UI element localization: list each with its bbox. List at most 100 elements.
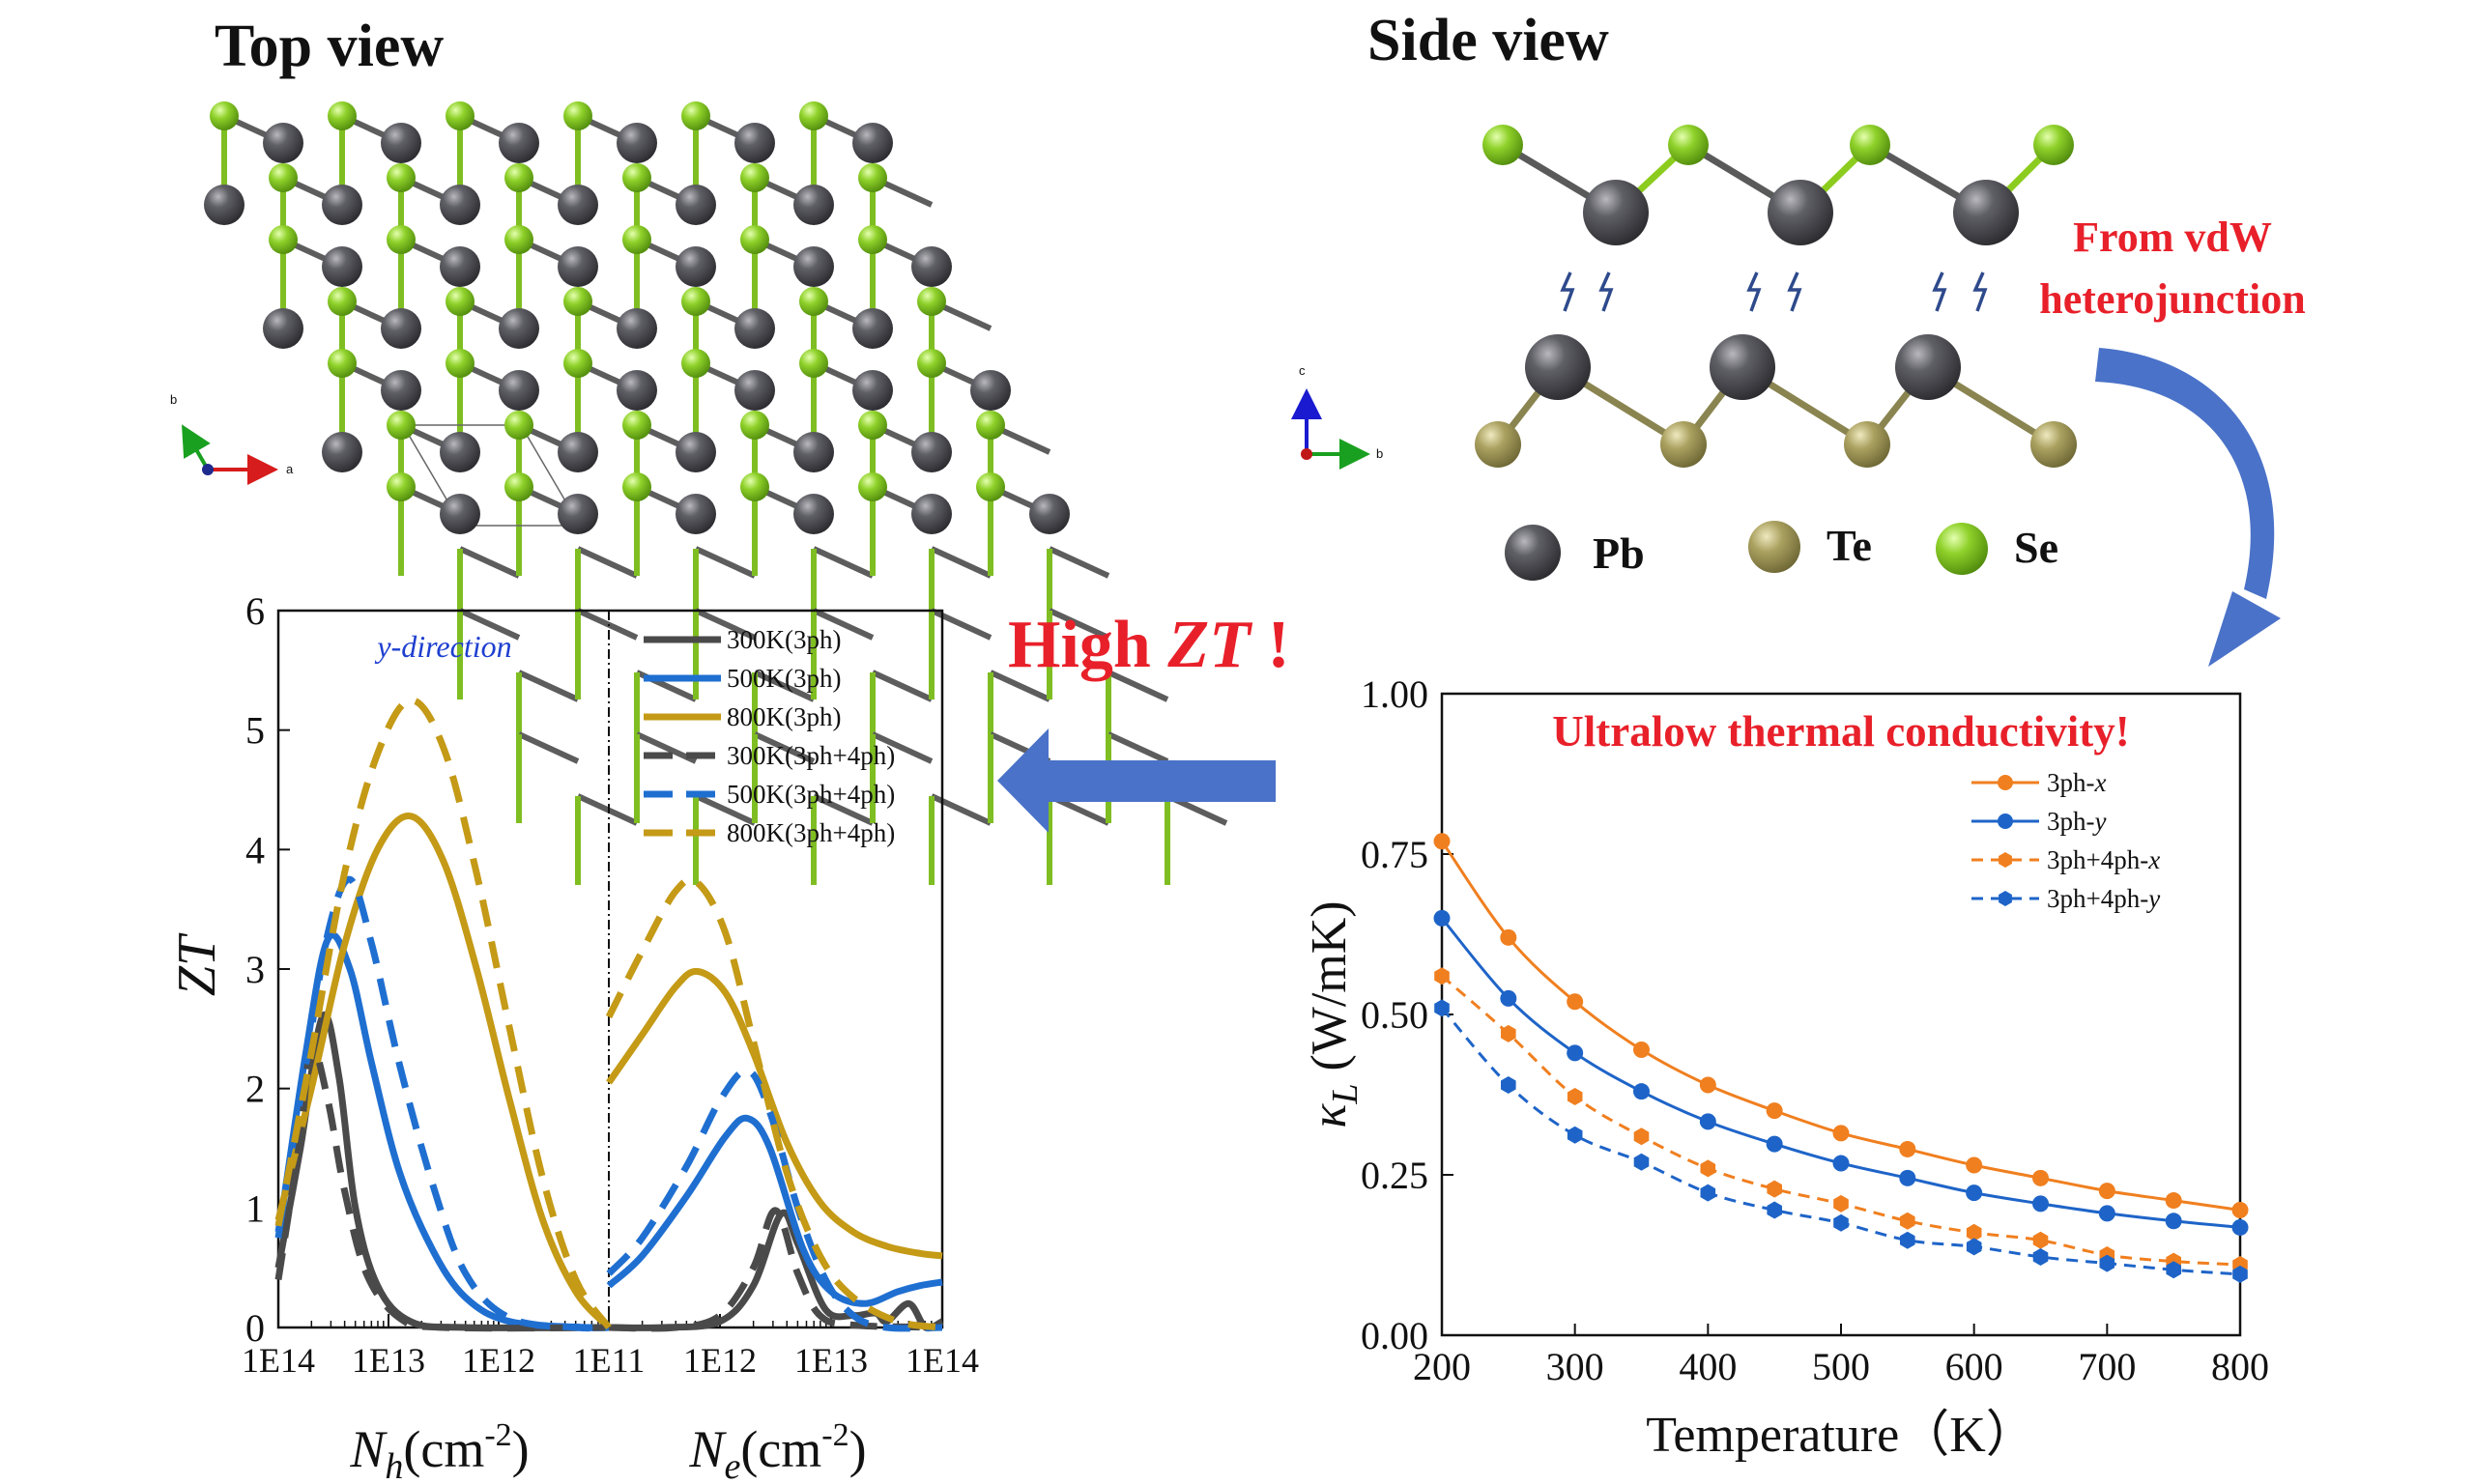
zt-legend-label: 500K(3ph)	[727, 664, 841, 693]
kappa-point	[1500, 989, 1517, 1007]
pb-atom	[558, 246, 598, 287]
zt-ytick-label: 0	[245, 1306, 265, 1350]
kappa-point	[1700, 1159, 1716, 1178]
kappa-legend: 3ph-x 3ph-y 3ph+4ph-x 3ph+4ph-y	[1971, 768, 2160, 913]
kappa-point	[2231, 1202, 2249, 1219]
zt-series-electron-line	[606, 1114, 943, 1307]
se-atom	[328, 287, 357, 316]
zt-chart: 0 1 2 3 4 5 6 1E14 1E13 1E12 1E11 1E12 1E13 1E14 y-dir…	[167, 589, 979, 1484]
pb-atom	[1768, 180, 1833, 245]
se-atom	[563, 349, 592, 378]
se-atom	[799, 287, 828, 316]
zt-series-hole-line	[274, 1011, 610, 1331]
legend-se: Se	[2014, 523, 2058, 572]
kappa-point	[1433, 909, 1451, 927]
pb-atom	[558, 494, 598, 534]
kappa-point	[2032, 1231, 2049, 1249]
te-atom	[1844, 421, 1890, 468]
vdw-interaction-icon	[1972, 271, 1988, 312]
se-atom	[622, 225, 651, 254]
se-atom	[858, 225, 887, 254]
kappa-point	[1500, 928, 1517, 946]
te-atom-icon	[1748, 521, 1800, 573]
vdw-interaction-icon	[1932, 271, 1947, 312]
pb-atom	[263, 308, 303, 349]
pb-atom	[322, 432, 362, 472]
kappa-xtick-label: 700	[2078, 1345, 2136, 1388]
se-atom	[799, 101, 828, 130]
pb-atom	[617, 370, 657, 411]
se-atom	[387, 411, 416, 440]
zt-xtick-label: 1E12	[683, 1341, 757, 1380]
se-atom	[976, 411, 1005, 440]
high-zt-label: High ZT !	[1008, 608, 1290, 682]
pb-atom	[970, 370, 1011, 411]
se-atom	[858, 163, 887, 192]
kappa-point	[2165, 1213, 2182, 1230]
se-atom	[563, 287, 592, 316]
pb-atom	[1029, 494, 1070, 534]
se-atom	[269, 225, 298, 254]
kappa-ylabel: κL (W/mK)	[1302, 900, 1366, 1127]
pb-atom	[381, 308, 421, 349]
se-atom	[504, 472, 533, 501]
zt-xtick-label: 1E11	[573, 1341, 646, 1380]
zt-ytick-label: 1	[245, 1186, 265, 1230]
pb-atom	[617, 123, 657, 163]
se-atom	[622, 411, 651, 440]
kappa-ytick-label: 0.00	[1361, 1314, 1428, 1357]
kappa-point	[1900, 1212, 1915, 1230]
pb-atom	[381, 370, 421, 411]
left-arrow-icon	[997, 728, 1276, 833]
kappa-legend-marker	[1999, 852, 2012, 868]
se-atom	[1668, 125, 1709, 165]
zt-ytick-label: 6	[245, 589, 265, 633]
kappa-xtick-label: 600	[1945, 1345, 2003, 1388]
kappa-point	[1699, 1113, 1716, 1130]
kappa-point	[1767, 1201, 1782, 1219]
zt-legend-label: 800K(3ph)	[727, 702, 841, 731]
kappa-point	[1567, 1126, 1583, 1144]
kappa-point	[1966, 1223, 1982, 1241]
zt-xlabel: Ne(cm-2)	[688, 1417, 866, 1484]
pb-atom	[852, 370, 893, 411]
kappa-point	[1700, 1184, 1716, 1202]
vdw-interaction-icon	[1787, 271, 1802, 312]
se-atom	[387, 225, 416, 254]
se-atom	[858, 472, 887, 501]
zt-series-hole-line	[274, 875, 610, 1332]
vdw-interaction-icon	[1598, 271, 1614, 312]
zt-plot-frame	[276, 609, 944, 1329]
se-atom	[622, 163, 651, 192]
kappa-point	[1833, 1194, 1849, 1213]
side-view-structure	[1475, 125, 2077, 468]
pb-atom	[676, 432, 716, 472]
kappa-point	[2032, 1169, 2049, 1186]
kappa-point	[1766, 1135, 1783, 1153]
zt-series-hole-line	[274, 931, 610, 1331]
kappa-legend-label: 3ph+4ph-x	[2047, 845, 2160, 874]
pb-atom	[558, 185, 598, 225]
se-atom	[799, 349, 828, 378]
te-atom	[2030, 421, 2077, 468]
kappa-point	[1699, 1076, 1716, 1094]
pb-atom	[440, 246, 480, 287]
kappa-plot-frame	[1440, 692, 2242, 1337]
se-atom	[328, 349, 357, 378]
kappa-point	[1567, 1088, 1583, 1105]
zt-xtick-label: 1E14	[906, 1341, 979, 1380]
se-atom	[1850, 125, 1890, 165]
zt-xtick-label: 1E13	[352, 1341, 425, 1380]
pb-atom	[322, 185, 362, 225]
kappa-point	[2099, 1254, 2115, 1272]
pb-atom	[911, 432, 952, 472]
kappa-ytick-label: 1.00	[1361, 672, 1428, 716]
kappa-ytick-label: 0.50	[1361, 993, 1428, 1037]
kappa-title: Ultralow thermal conductivity!	[1552, 707, 2129, 756]
pb-atom	[1583, 180, 1649, 245]
kappa-point	[2166, 1261, 2181, 1279]
kappa-point	[1766, 1102, 1783, 1120]
se-atom	[446, 287, 475, 316]
zt-xtick-label: 1E14	[242, 1341, 315, 1380]
